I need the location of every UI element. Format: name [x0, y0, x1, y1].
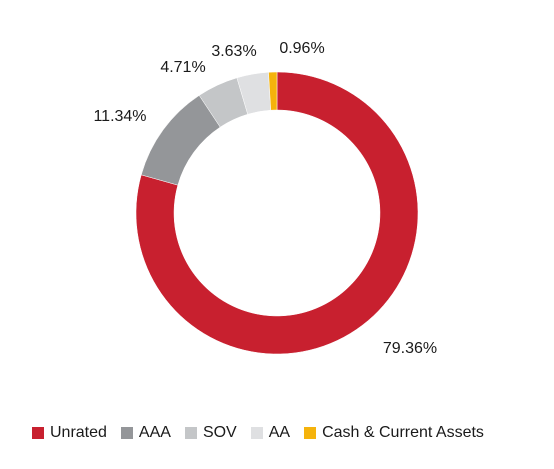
legend-item-unrated: Unrated — [32, 424, 107, 442]
data-label-aa: 3.63% — [211, 43, 256, 60]
legend-swatch-cash-current-assets — [304, 427, 317, 439]
legend-label-cash-current-assets: Cash & Current Assets — [322, 424, 484, 441]
donut-slice-unrated — [135, 71, 419, 355]
data-label-unrated: 79.36% — [383, 340, 437, 357]
legend-swatch-aa — [250, 427, 263, 439]
legend-swatch-sov — [184, 427, 197, 439]
legend-item-aa: AA — [250, 424, 291, 442]
legend-label-aa: AA — [268, 424, 291, 441]
legend-item-aaa: AAA — [120, 424, 171, 442]
legend-item-sov: SOV — [184, 424, 237, 442]
legend-label-sov: SOV — [202, 424, 237, 441]
data-label-sov: 4.71% — [160, 59, 205, 76]
data-label-aaa: 11.34% — [93, 108, 146, 125]
legend-item-cash-current-assets: Cash & Current Assets — [304, 424, 484, 442]
data-label-cash-current-assets: 0.96% — [279, 40, 324, 57]
legend-swatch-aaa — [120, 427, 133, 439]
legend-label-unrated: Unrated — [50, 424, 107, 441]
donut-slice-cash-current-assets — [268, 71, 278, 111]
legend-swatch-unrated — [32, 427, 44, 439]
legend-label-aaa: AAA — [138, 424, 171, 441]
chart-legend: Unrated AAA SOV AA Cash & Current Assets — [32, 424, 498, 442]
